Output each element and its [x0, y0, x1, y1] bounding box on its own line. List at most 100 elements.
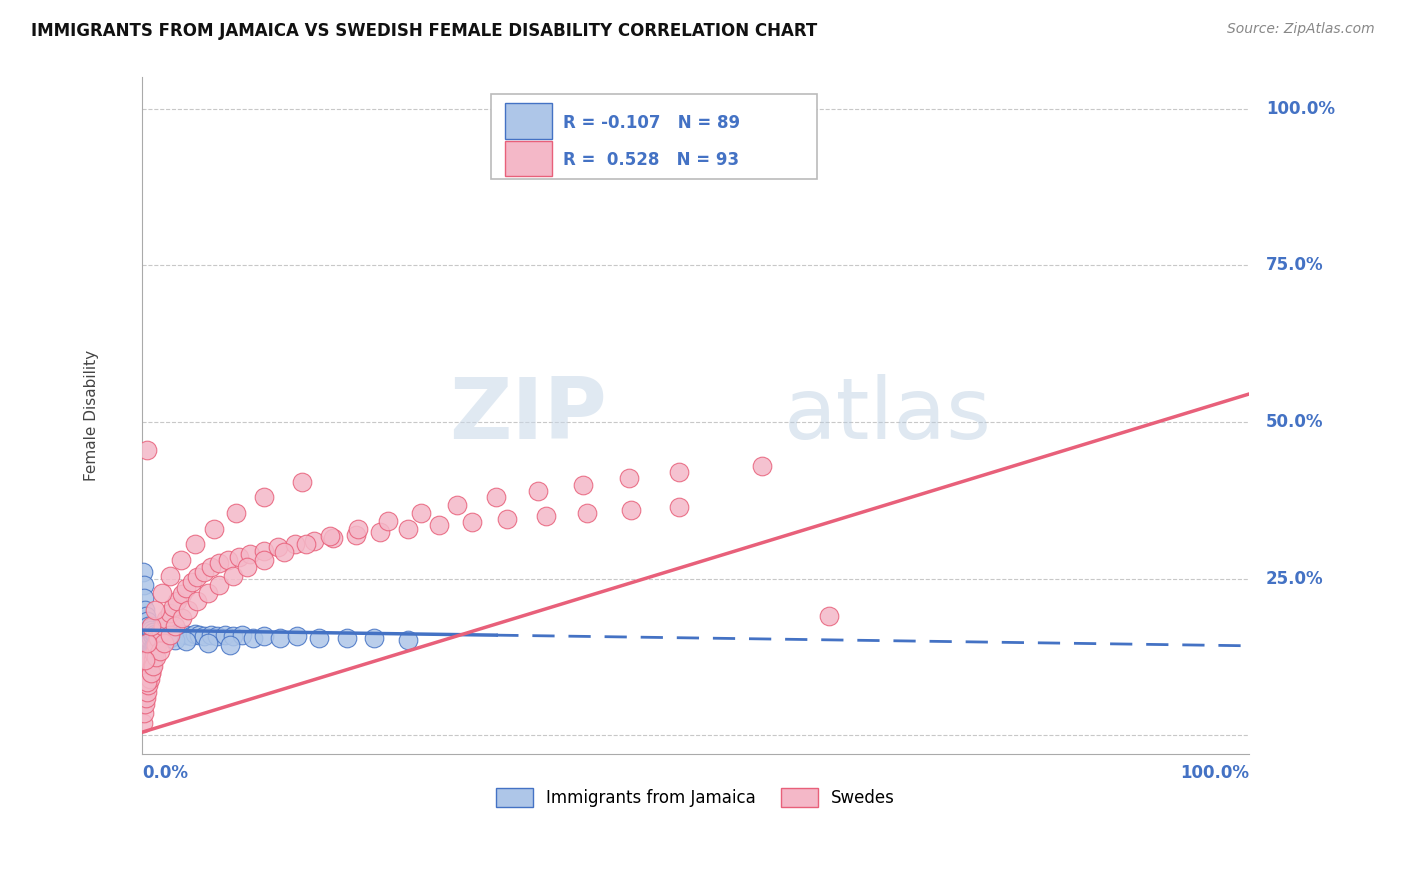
- Point: [136, 659, 159, 673]
- Point: [138, 619, 160, 633]
- Point: [208, 578, 231, 592]
- Point: [134, 697, 156, 711]
- Point: [138, 621, 160, 635]
- Point: [180, 629, 202, 643]
- Point: [148, 635, 170, 649]
- Point: [142, 659, 165, 673]
- Point: [177, 603, 200, 617]
- Point: [167, 629, 190, 643]
- Point: [143, 625, 166, 640]
- Point: [284, 537, 307, 551]
- Point: [409, 506, 432, 520]
- Point: [153, 632, 176, 646]
- Point: [153, 632, 176, 646]
- Point: [152, 628, 174, 642]
- Point: [174, 628, 197, 642]
- Point: [294, 537, 316, 551]
- Point: [134, 612, 156, 626]
- Point: [159, 627, 181, 641]
- Point: [159, 632, 181, 646]
- Point: [159, 568, 181, 582]
- Point: [162, 628, 184, 642]
- Point: [139, 644, 162, 658]
- Point: [817, 609, 839, 624]
- Point: [308, 632, 330, 646]
- Point: [184, 627, 207, 641]
- Point: [165, 627, 187, 641]
- Point: [202, 522, 225, 536]
- Point: [170, 587, 193, 601]
- Point: [136, 443, 159, 458]
- Point: [132, 638, 155, 652]
- FancyBboxPatch shape: [505, 103, 551, 138]
- Point: [186, 593, 208, 607]
- Text: Source: ZipAtlas.com: Source: ZipAtlas.com: [1227, 22, 1375, 37]
- Point: [150, 585, 173, 599]
- Point: [200, 628, 222, 642]
- Point: [231, 628, 253, 642]
- Point: [132, 625, 155, 640]
- Point: [148, 623, 170, 637]
- Point: [138, 621, 160, 635]
- Point: [363, 632, 385, 646]
- Point: [319, 529, 342, 543]
- Point: [135, 650, 157, 665]
- Point: [135, 627, 157, 641]
- Point: [142, 629, 165, 643]
- Point: [142, 625, 165, 640]
- Text: ZIP: ZIP: [450, 375, 607, 458]
- Point: [146, 628, 169, 642]
- Point: [138, 678, 160, 692]
- Point: [253, 629, 276, 643]
- Point: [205, 629, 228, 643]
- Point: [576, 506, 599, 520]
- Point: [221, 629, 243, 643]
- Point: [138, 672, 160, 686]
- Point: [150, 632, 173, 646]
- Point: [136, 635, 159, 649]
- Point: [141, 640, 163, 655]
- Point: [148, 644, 170, 658]
- Point: [148, 629, 170, 643]
- Point: [193, 629, 215, 643]
- Point: [236, 560, 259, 574]
- Text: 100.0%: 100.0%: [1265, 100, 1336, 118]
- Point: [136, 675, 159, 690]
- Point: [617, 471, 640, 485]
- Point: [208, 556, 231, 570]
- Point: [527, 483, 550, 498]
- Point: [145, 634, 167, 648]
- Point: [138, 653, 160, 667]
- Point: [368, 524, 391, 539]
- Point: [149, 629, 172, 643]
- Point: [253, 490, 276, 504]
- Point: [134, 672, 156, 686]
- Point: [285, 629, 308, 643]
- Point: [188, 628, 211, 642]
- Text: 50.0%: 50.0%: [1265, 413, 1323, 431]
- Text: R = -0.107   N = 89: R = -0.107 N = 89: [562, 113, 740, 132]
- Point: [136, 647, 159, 661]
- Point: [136, 684, 159, 698]
- Point: [132, 715, 155, 730]
- Text: atlas: atlas: [785, 375, 993, 458]
- Point: [134, 653, 156, 667]
- Point: [225, 506, 247, 520]
- Point: [269, 632, 291, 646]
- Point: [136, 635, 159, 649]
- Point: [152, 619, 174, 633]
- Point: [668, 500, 690, 514]
- Point: [132, 681, 155, 696]
- Point: [253, 553, 276, 567]
- Point: [142, 642, 165, 657]
- Point: [139, 619, 162, 633]
- Point: [135, 615, 157, 630]
- Point: [446, 498, 468, 512]
- Point: [242, 632, 264, 646]
- Point: [253, 543, 276, 558]
- Point: [139, 632, 162, 646]
- Point: [219, 638, 242, 652]
- Point: [186, 570, 208, 584]
- Point: [143, 627, 166, 641]
- Point: [336, 632, 359, 646]
